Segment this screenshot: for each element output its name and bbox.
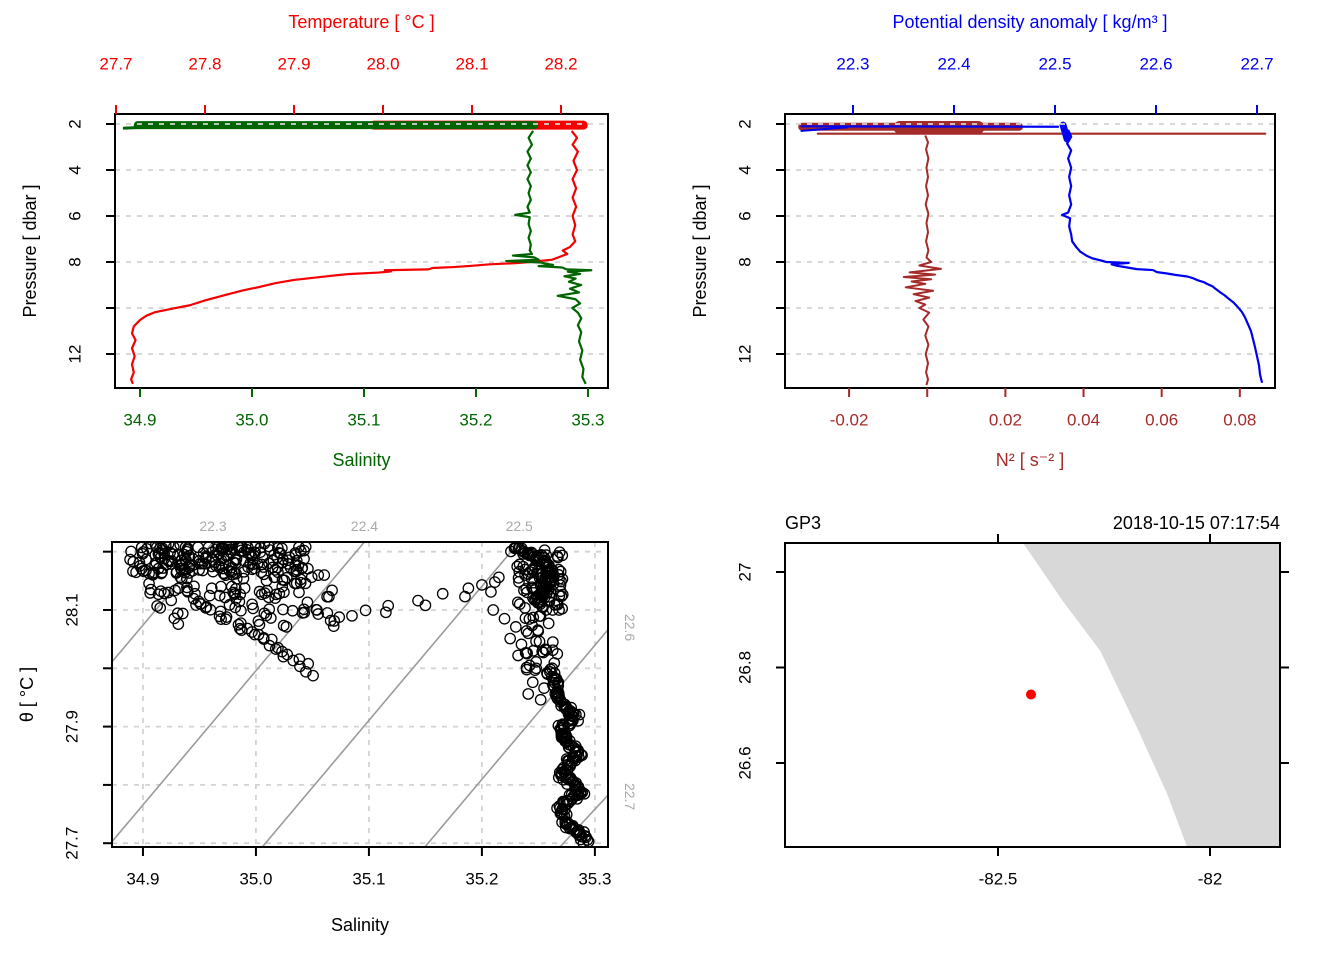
panel-station-map: -82.5 -82 27 26.8 26.6 GP3 2018-10-15 07:17:54 [736,513,1289,889]
bottom-tick-label: 34.9 [126,870,159,889]
profile-temp-sal-frame [114,113,609,389]
land-polygon [1023,543,1280,847]
top-tick-label: 28.1 [455,55,488,74]
bottom-tick-label: 35.0 [235,411,268,430]
left-tick-label: 26.8 [736,651,755,684]
bottom-tick-label: 35.2 [465,870,498,889]
bottom-tick-label: -82 [1198,870,1223,889]
bottom-tick-label: -82.5 [979,870,1018,889]
panel-ts-diagram: 22.3 22.4 22.5 22.6 22.7 34.9 35.0 35.1 35.2 35.3… [17,518,638,935]
profile-rho-n2-x-axis-title-top: Potential density anomaly [ kg/m³ ] [892,12,1167,32]
bottom-tick-label: 34.9 [123,411,156,430]
bottom-tick-label: 35.2 [459,411,492,430]
bottom-tick-label: 0.02 [989,411,1022,430]
left-tick-label: 6 [66,211,85,220]
profile-temp-sal-y-axis-title: Pressure [ dbar ] [20,184,40,317]
bottom-tick-label: 35.0 [239,870,272,889]
profile-rho-n2-surface-band [800,126,849,132]
isopycnal-label-22.3: 22.3 [199,518,226,534]
ts-scatter-points [124,542,595,847]
ts-diagram-x-axis-title-bottom: Salinity [331,915,389,935]
isopycnal-label-22.4: 22.4 [351,518,378,534]
series-temperature [130,130,580,385]
left-tick-label: 8 [736,257,755,266]
isopycnal-line-22.7 [559,794,608,847]
bottom-tick-label: -0.02 [830,411,869,430]
bottom-tick-label: 0.06 [1145,411,1178,430]
top-tick-label: 28.2 [544,55,577,74]
series-salinity [505,130,593,385]
profile-rho-n2-y-axis-title: Pressure [ dbar ] [690,184,710,317]
left-tick-label: 27.9 [63,710,82,743]
left-tick-label: 2 [66,119,85,128]
left-tick-label: 26.6 [736,746,755,779]
station-map-frame [784,542,1281,848]
series-potential-density [1060,129,1264,384]
top-tick-label: 27.9 [277,55,310,74]
profile-rho-n2-frame [784,113,1276,389]
profile-temp-sal-x-axis-title-bottom: Salinity [332,450,390,470]
left-tick-label: 12 [66,345,85,364]
top-tick-label: 27.8 [188,55,221,74]
profile-rho-n2-surface-band [1059,121,1071,143]
left-tick-label: 8 [66,257,85,266]
bottom-tick-label: 0.04 [1067,411,1100,430]
profile-temp-sal-surface-band [122,124,187,130]
ts-diagram-frame [111,541,609,848]
bottom-tick-label: 35.1 [352,870,385,889]
top-tick-label: 22.3 [836,55,869,74]
top-tick-label: 22.6 [1139,55,1172,74]
left-tick-label: 27.7 [63,827,82,860]
panel-density-n2-profile: 22.3 22.4 22.5 22.6 22.7 Potential density an… [690,12,1276,470]
left-tick-label: 27 [736,563,755,582]
top-tick-label: 22.4 [937,55,970,74]
bottom-tick-label: 35.3 [578,870,611,889]
station-marker [1025,689,1036,700]
isopycnal-line-22.4 [112,542,366,843]
profile-rho-n2-plot-area [785,120,1275,386]
top-tick-label: 28.0 [366,55,399,74]
left-tick-label: 4 [66,165,85,174]
profile-temp-sal-plot-area [115,120,608,385]
left-tick-label: 12 [736,345,755,364]
profile-rho-n2-x-axis-title-bottom: N² [ s⁻² ] [996,450,1065,470]
map-header-station-name: GP3 [785,513,821,533]
bottom-tick-label: 0.08 [1223,411,1256,430]
ts-diagram-y-axis-title: θ [ °C ] [17,667,37,722]
panel-temperature-salinity-profile: 27.7 27.8 27.9 28.0 28.1 28.2 Temperature [ °C… [20,12,609,470]
isopycnal-label-22.7: 22.7 [622,783,638,810]
left-tick-label: 6 [736,211,755,220]
left-tick-label: 4 [736,165,755,174]
bottom-tick-label: 35.3 [571,411,604,430]
bottom-tick-label: 35.1 [347,411,380,430]
profile-temp-sal-x-axis-title-top: Temperature [ °C ] [288,12,434,32]
ts-diagram-plot-area [112,542,608,847]
top-tick-label: 27.7 [99,55,132,74]
station-map-plot-area [1023,543,1280,847]
top-tick-label: 22.7 [1240,55,1273,74]
left-tick-label: 28.1 [63,593,82,626]
isopycnal-line-22.5 [261,542,520,847]
series-n2 [902,135,942,386]
left-tick-label: 2 [736,119,755,128]
isopycnal-label-22.6: 22.6 [622,614,638,641]
map-header-timestamp: 2018-10-15 07:17:54 [1113,513,1280,533]
top-tick-label: 22.5 [1038,55,1071,74]
isopycnal-label-22.5: 22.5 [506,518,533,534]
